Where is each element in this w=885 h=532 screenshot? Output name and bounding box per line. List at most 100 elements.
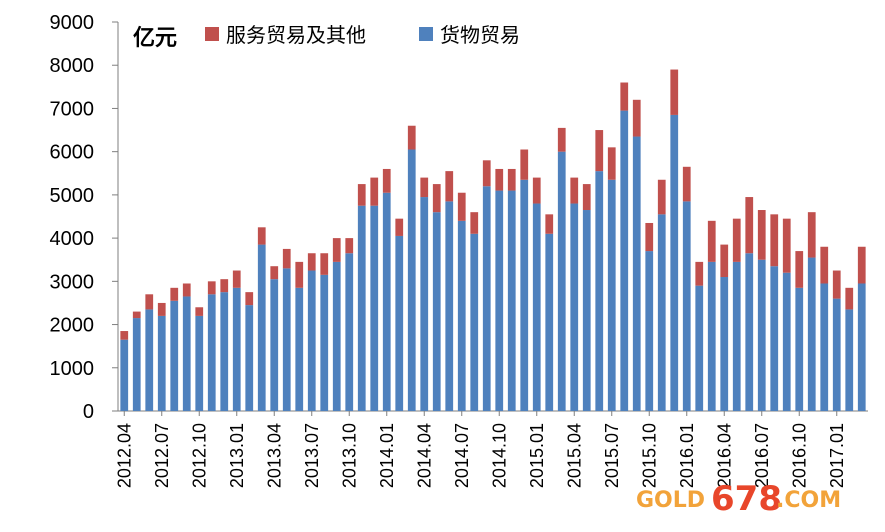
x-tick-label: 2016.04: [714, 423, 734, 488]
bar-services-2013.09: [332, 238, 341, 262]
bar-goods-2014.01: [382, 192, 391, 411]
bar-goods-2012.12: [220, 292, 229, 411]
bar-goods-2013.10: [345, 253, 354, 411]
y-tick-label: 4000: [50, 228, 95, 250]
bar-services-2016.04: [720, 244, 729, 278]
bar-goods-2012.07: [157, 315, 166, 411]
bar-goods-2014.05: [432, 212, 441, 411]
bar-goods-2013.03: [257, 244, 266, 411]
bar-services-2013.01: [232, 270, 241, 288]
bar-services-2014.06: [445, 171, 454, 202]
x-tick-label: 2014.07: [452, 423, 472, 488]
bar-goods-2013.11: [357, 205, 366, 411]
bar-goods-2016.05: [732, 261, 741, 411]
bar-services-2015.11: [657, 179, 666, 215]
bar-goods-2016.04: [720, 277, 729, 411]
bar-goods-2017.02: [845, 309, 854, 411]
bar-services-2016.08: [770, 214, 779, 267]
bar-goods-2016.02: [695, 285, 704, 411]
bar-goods-2015.07: [607, 179, 616, 411]
x-axis: 2012.04 2012.07 2012.10 2013.01 2013.04 2013.…: [114, 410, 868, 488]
x-tick-label: 2014.04: [414, 423, 434, 488]
bar-services-2014.09: [482, 160, 491, 187]
bar-services-2013.07: [307, 253, 316, 271]
x-tick-label: 2014.10: [489, 423, 509, 488]
bar-services-2016.02: [695, 261, 704, 286]
bar-goods-2013.05: [282, 268, 291, 411]
bar-goods-2015.11: [657, 214, 666, 411]
bar-goods-2012.09: [182, 296, 191, 411]
bar-goods-2017.01: [832, 298, 841, 411]
bar-goods-2012.10: [195, 315, 204, 411]
bar-services-2015.10: [645, 222, 654, 252]
bar-services-2017.03: [857, 246, 866, 284]
y-tick-label: 9000: [50, 12, 95, 34]
x-tick-label: 2017.01: [827, 423, 847, 488]
bar-goods-2015.04: [570, 203, 579, 411]
bar-services-2012.04: [120, 331, 129, 340]
x-tick-label: 2012.04: [114, 423, 134, 488]
x-tick-label: 2012.10: [189, 423, 209, 488]
bar-services-2013.12: [370, 177, 379, 206]
bar-services-2014.08: [470, 212, 479, 234]
bar-goods-2012.11: [207, 294, 216, 411]
y-tick-label: 2000: [50, 315, 95, 337]
x-tick-label: 2013.01: [227, 423, 247, 488]
bar-services-2015.01: [532, 177, 541, 204]
y-tick-label: 0: [83, 401, 94, 423]
bar-goods-2015.10: [645, 251, 654, 411]
watermark-678: 678: [711, 479, 782, 519]
bar-services-2012.07: [157, 302, 166, 316]
bar-goods-2014.07: [457, 220, 466, 411]
bar-services-2013.02: [245, 292, 254, 306]
bar-services-2015.06: [595, 130, 604, 172]
bars: [120, 69, 866, 412]
bar-services-2016.06: [745, 197, 754, 254]
bar-services-2013.04: [270, 266, 279, 280]
bar-goods-2013.09: [332, 261, 341, 411]
bar-goods-2016.01: [682, 201, 691, 411]
x-tick-label: 2015.10: [639, 423, 659, 488]
x-tick-labels: 2012.04 2012.07 2012.10 2013.01 2013.04 2013.…: [114, 411, 847, 488]
bar-services-2012.05: [132, 311, 141, 319]
bar-goods-2013.08: [320, 274, 329, 411]
bar-services-2017.02: [845, 287, 854, 310]
bar-services-2015.08: [620, 82, 629, 111]
x-tick-label: 2015.07: [602, 423, 622, 488]
bar-goods-2015.02: [545, 233, 554, 411]
bar-goods-2016.03: [707, 261, 716, 411]
x-tick-label: 2015.01: [527, 423, 547, 488]
bar-services-2013.06: [295, 261, 304, 288]
x-tick-label: 2015.04: [564, 423, 584, 488]
y-tick-label: 7000: [50, 98, 95, 120]
watermark: GOLD 678 .COM: [636, 479, 841, 519]
bar-goods-2014.02: [395, 235, 404, 411]
bar-services-2016.11: [807, 212, 816, 258]
bar-goods-2014.09: [482, 186, 491, 411]
bar-services-2015.03: [557, 127, 566, 152]
bar-goods-2014.03: [407, 149, 416, 411]
bar-goods-2015.01: [532, 203, 541, 411]
bar-services-2014.04: [420, 177, 429, 198]
bar-goods-2016.08: [770, 266, 779, 411]
bar-services-2013.11: [357, 184, 366, 206]
watermark-com: .COM: [776, 488, 841, 513]
bar-services-2013.03: [257, 227, 266, 245]
bar-services-2013.05: [282, 248, 291, 269]
bar-services-2016.05: [732, 218, 741, 262]
bar-services-2017.01: [832, 270, 841, 299]
bar-services-2014.07: [457, 192, 466, 221]
bar-goods-2013.01: [232, 287, 241, 411]
y-tick-labels: 0 1000 2000 3000 4000 5000 6000 7000 8000 9000: [50, 12, 118, 423]
y-tick-label: 1000: [50, 358, 95, 380]
bar-goods-2016.12: [820, 283, 829, 411]
bar-services-2016.12: [820, 246, 829, 284]
legend: 服务贸易及其他 货物贸易: [205, 23, 520, 47]
bar-goods-2013.02: [245, 305, 254, 411]
watermark-gold: GOLD: [636, 488, 705, 513]
bar-goods-2015.03: [557, 151, 566, 411]
x-tick-label: 2014.01: [377, 423, 397, 488]
x-tick-label: 2012.07: [152, 423, 172, 488]
bar-services-2014.05: [432, 184, 441, 213]
